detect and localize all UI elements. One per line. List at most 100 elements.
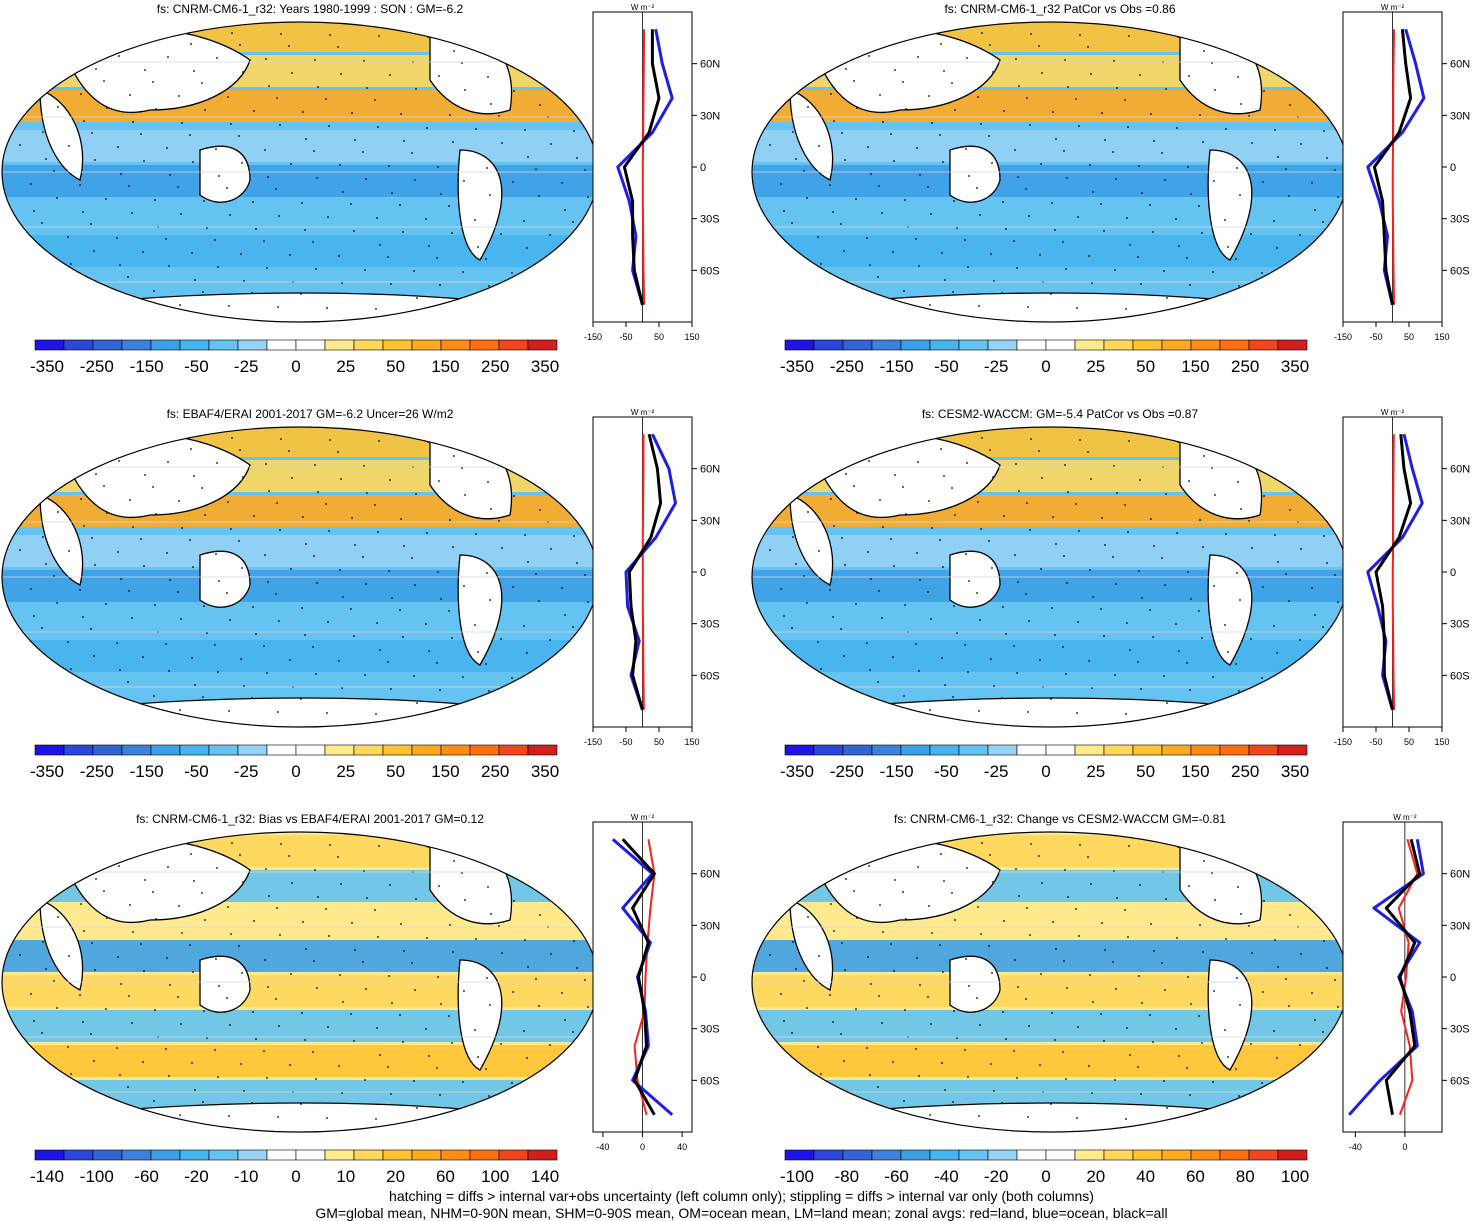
- colorbar-label: 150: [431, 762, 459, 781]
- colorbar-swatch: [324, 1149, 355, 1161]
- zonal-tick-label: 50: [1404, 332, 1414, 342]
- continent: [39, 494, 84, 586]
- colorbar-swatch: [1277, 744, 1308, 756]
- continent: [949, 550, 1001, 608]
- colorbar-swatch: [469, 339, 500, 351]
- colorbar-swatch: [958, 339, 989, 351]
- lat-label: 60N: [700, 869, 720, 881]
- lat-label: 30N: [700, 515, 720, 527]
- colorbar-label: 40: [1136, 1167, 1155, 1186]
- colorbar-swatch: [382, 744, 413, 756]
- map-band: [752, 235, 1348, 267]
- zonal-series-black: [1372, 29, 1413, 306]
- colorbar-swatch: [929, 1149, 960, 1161]
- colorbar-swatch: [63, 1149, 94, 1161]
- colorbar-label: 50: [386, 357, 405, 376]
- colorbar-swatch: [121, 1149, 152, 1161]
- colorbar-swatch: [1132, 339, 1163, 351]
- colorbar-swatch: [498, 744, 529, 756]
- colorbar-label: 25: [1086, 357, 1105, 376]
- colorbar-label: -100: [80, 1167, 114, 1186]
- continent: [199, 955, 251, 1013]
- colorbar-swatch: [63, 339, 94, 351]
- colorbar-swatch: [987, 1149, 1018, 1161]
- colorbar-label: 60: [436, 1167, 455, 1186]
- colorbar-label: 50: [1136, 762, 1155, 781]
- colorbar-swatch: [150, 339, 181, 351]
- map-band: [2, 1045, 598, 1077]
- colorbar-swatch: [411, 744, 442, 756]
- map-band: [2, 535, 598, 567]
- colorbar-swatch: [440, 1149, 471, 1161]
- colorbar-swatch: [813, 1149, 844, 1161]
- colorbar-label: -60: [134, 1167, 159, 1186]
- colorbar-swatch: [324, 744, 355, 756]
- colorbar-label: 50: [386, 762, 405, 781]
- colorbar-swatch: [498, 339, 529, 351]
- colorbar-label: 100: [481, 1167, 509, 1186]
- colorbar-label: 25: [336, 357, 355, 376]
- colorbar-label: 350: [1281, 762, 1309, 781]
- map-band: [752, 940, 1348, 972]
- colorbar-swatch: [1016, 339, 1047, 351]
- lat-label: 30N: [1450, 110, 1470, 122]
- colorbar-label: 60: [1186, 1167, 1205, 1186]
- lat-label: 60S: [1450, 265, 1470, 277]
- lat-label: 60N: [1450, 59, 1470, 71]
- colorbar-label: -25: [984, 762, 1009, 781]
- zonal-series-black: [627, 433, 663, 711]
- colorbar-label: 0: [1041, 762, 1050, 781]
- zonal-series-red: [1397, 838, 1419, 1116]
- colorbar-label: 0: [1041, 1167, 1050, 1186]
- colorbar-label: 80: [1236, 1167, 1255, 1186]
- colorbar-swatch: [1190, 1149, 1221, 1161]
- zonal-series-black: [621, 838, 656, 1116]
- chart-title: fs: CNRM-CM6-1_r32 PatCor vs Obs =0.86: [944, 2, 1176, 16]
- colorbar-swatch: [92, 339, 123, 351]
- lat-label: 30S: [1450, 619, 1470, 631]
- colorbar-label: 25: [336, 762, 355, 781]
- map-field: [752, 832, 1348, 1132]
- colorbar-swatch: [382, 339, 413, 351]
- colorbar-label: 150: [1181, 762, 1209, 781]
- zonal-tick-label: -40: [1349, 1142, 1362, 1152]
- colorbar-swatch: [208, 744, 239, 756]
- continent: [949, 145, 1001, 203]
- colorbar-label: 250: [481, 357, 509, 376]
- map-band: [752, 130, 1348, 162]
- colorbar-label: -50: [934, 762, 959, 781]
- colorbar-swatch: [411, 339, 442, 351]
- colorbar-label: -150: [880, 357, 914, 376]
- continent: [789, 899, 834, 991]
- lat-label: 0: [700, 972, 706, 984]
- footer-line-1: hatching = diffs > internal var+obs unce…: [389, 1188, 1094, 1204]
- colorbar-swatch: [150, 1149, 181, 1161]
- colorbar-label: -250: [80, 762, 114, 781]
- colorbar-swatch: [34, 339, 65, 351]
- zonal-tick-label: 0: [640, 1142, 645, 1152]
- lat-label: 0: [700, 162, 706, 174]
- map-band: [2, 165, 598, 197]
- colorbar-swatch: [1277, 1149, 1308, 1161]
- colorbar-swatch: [150, 744, 181, 756]
- colorbar-swatch: [842, 744, 873, 756]
- colorbar-label: -50: [934, 357, 959, 376]
- map-band: [752, 640, 1348, 672]
- colorbar-swatch: [353, 1149, 384, 1161]
- zonal-series-black: [1374, 434, 1413, 711]
- colorbar-swatch: [353, 339, 384, 351]
- map-band: [752, 835, 1348, 867]
- colorbar-swatch: [871, 339, 902, 351]
- colorbar-label: -250: [830, 357, 864, 376]
- lat-label: 30N: [700, 920, 720, 932]
- colorbar-swatch: [208, 1149, 239, 1161]
- colorbar-swatch: [1219, 744, 1250, 756]
- lat-label: 30S: [1450, 1024, 1470, 1036]
- colorbar-label: -60: [884, 1167, 909, 1186]
- colorbar-label: -20: [984, 1167, 1009, 1186]
- colorbar-swatch: [266, 1149, 297, 1161]
- colorbar-label: 20: [386, 1167, 405, 1186]
- colorbar-swatch: [987, 744, 1018, 756]
